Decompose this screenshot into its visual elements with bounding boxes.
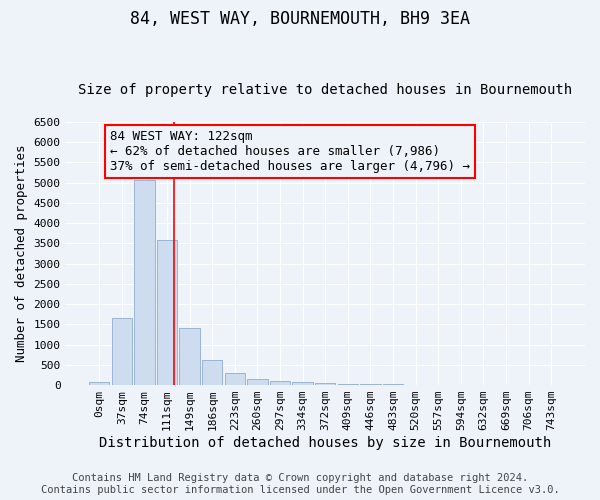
- Bar: [315, 383, 335, 385]
- Bar: [157, 240, 177, 385]
- Text: 84, WEST WAY, BOURNEMOUTH, BH9 3EA: 84, WEST WAY, BOURNEMOUTH, BH9 3EA: [130, 10, 470, 28]
- Bar: [112, 318, 132, 385]
- Bar: [89, 382, 109, 385]
- Bar: [383, 384, 403, 385]
- Text: 84 WEST WAY: 122sqm
← 62% of detached houses are smaller (7,986)
37% of semi-det: 84 WEST WAY: 122sqm ← 62% of detached ho…: [110, 130, 470, 172]
- Bar: [292, 382, 313, 385]
- Text: Contains HM Land Registry data © Crown copyright and database right 2024.
Contai: Contains HM Land Registry data © Crown c…: [41, 474, 559, 495]
- Y-axis label: Number of detached properties: Number of detached properties: [15, 144, 28, 362]
- Bar: [247, 379, 268, 385]
- Bar: [338, 384, 358, 385]
- Bar: [179, 328, 200, 385]
- Bar: [134, 180, 155, 385]
- Bar: [270, 380, 290, 385]
- Title: Size of property relative to detached houses in Bournemouth: Size of property relative to detached ho…: [78, 83, 572, 97]
- X-axis label: Distribution of detached houses by size in Bournemouth: Distribution of detached houses by size …: [99, 436, 551, 450]
- Bar: [224, 374, 245, 385]
- Bar: [202, 360, 223, 385]
- Bar: [360, 384, 380, 385]
